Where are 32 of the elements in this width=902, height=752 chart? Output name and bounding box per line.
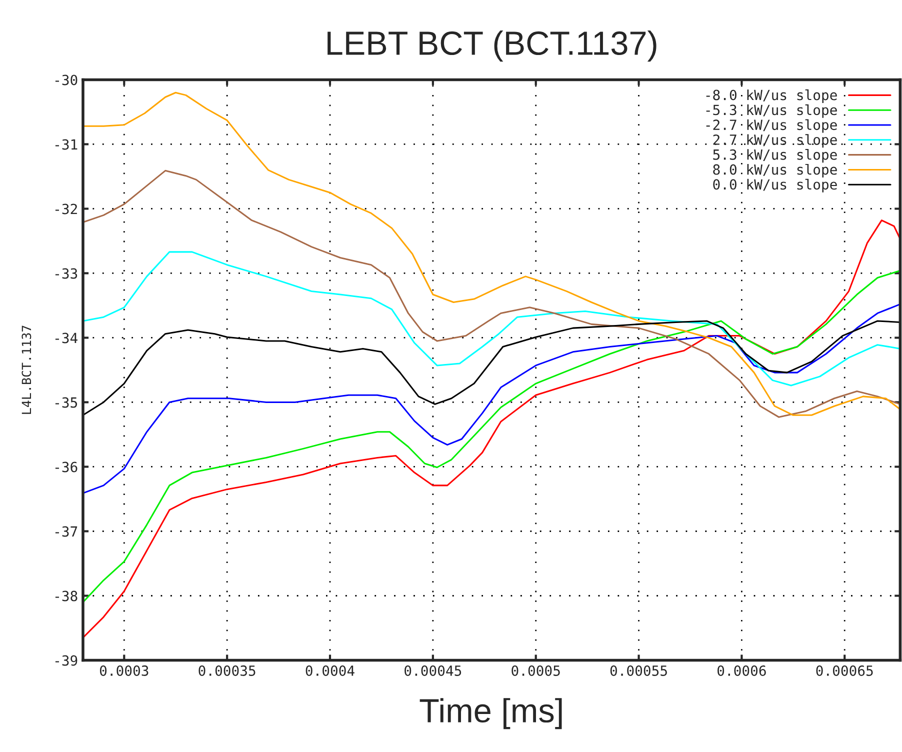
legend-label: 0.0 kW/us slope — [713, 178, 837, 192]
legend-label: 5.3 kW/us slope — [713, 149, 837, 163]
y-tick-label: -33 — [55, 268, 78, 279]
chart-title: LEBT BCT (BCT.1137) — [328, 30, 656, 62]
y-tick-label: -31 — [55, 139, 78, 150]
line-series — [82, 220, 900, 638]
legend-label: -5.3 kW/us slope — [706, 104, 837, 118]
x-tick-label: 0.00035 — [198, 665, 256, 676]
x-axis-title: Time [ms] — [420, 698, 562, 730]
y-tick-label: -32 — [55, 204, 77, 214]
legend-label: -8.0 kW/us slope — [706, 89, 837, 103]
line-series — [82, 303, 900, 494]
x-tick-label: 0.0005 — [512, 665, 560, 676]
legend-label: 2.7 kW/us slope — [713, 134, 837, 148]
y-tick-label: -38 — [55, 590, 78, 602]
line-series — [82, 270, 900, 603]
y-tick-label: -34 — [55, 332, 78, 344]
x-tick-label: 0.0003 — [100, 665, 148, 676]
x-tick-label: 0.00065 — [816, 665, 873, 676]
line-series — [82, 251, 900, 386]
x-tick-label: 0.0004 — [306, 665, 354, 676]
legend-label: 8.0 kW/us slope — [713, 164, 837, 178]
y-tick-label: -39 — [55, 655, 78, 666]
x-tick-label: 0.00045 — [404, 665, 462, 676]
y-tick-label: -30 — [55, 74, 78, 86]
y-axis-title: L4L.BCT.1137 — [22, 326, 32, 414]
y-tick-label: -36 — [55, 462, 78, 472]
x-tick-label: 0.0006 — [718, 665, 766, 676]
x-tick-label: 0.00055 — [610, 665, 667, 676]
y-tick-label: -35 — [55, 397, 78, 408]
y-tick-label: -37 — [55, 526, 78, 537]
legend-label: -2.7 kW/us slope — [706, 119, 837, 133]
